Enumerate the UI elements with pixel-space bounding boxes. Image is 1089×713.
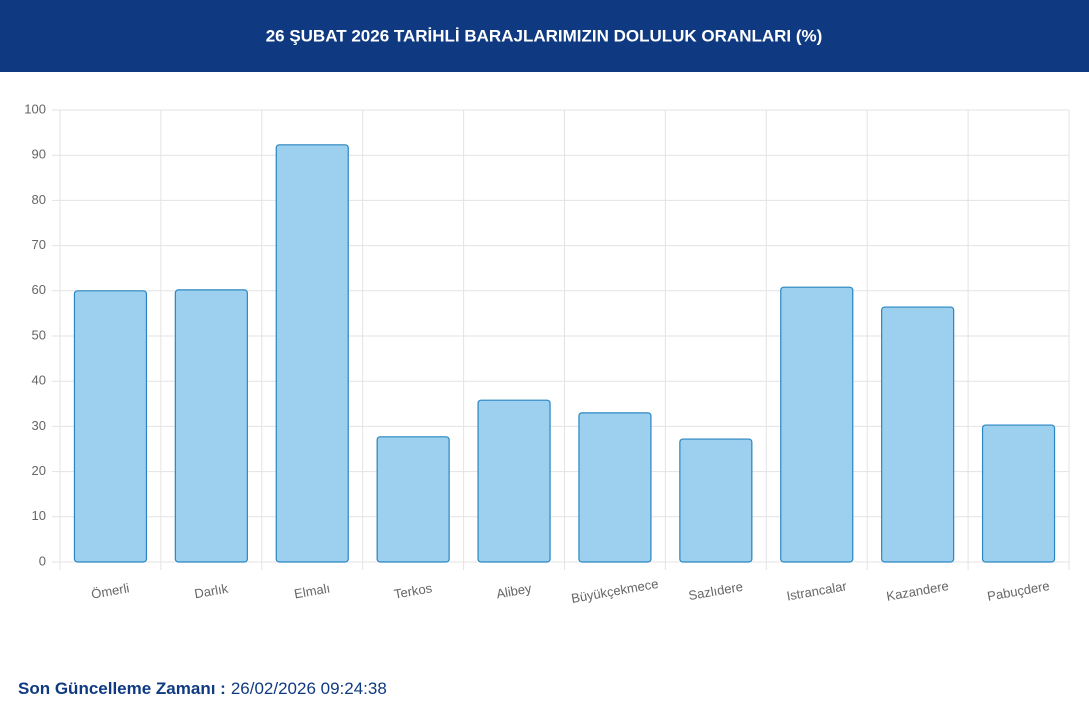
bar <box>376 436 450 563</box>
x-tick-label: Alibey <box>495 580 533 601</box>
y-tick-label: 100 <box>24 101 46 116</box>
y-tick-label: 90 <box>32 147 46 162</box>
x-tick-label: Pabuçdere <box>986 578 1051 604</box>
bar <box>981 424 1056 563</box>
y-tick-label: 20 <box>32 463 46 478</box>
y-tick-label: 50 <box>32 327 46 342</box>
y-tick-label: 70 <box>32 237 46 252</box>
y-tick-label: 60 <box>32 282 46 297</box>
x-tick-label: Terkos <box>393 580 434 602</box>
bar <box>679 438 753 563</box>
x-tick-label: Darlık <box>193 581 230 602</box>
x-tick-label: Sazlıdere <box>687 579 744 603</box>
header-bar <box>0 0 1089 72</box>
x-tick-label: Elmalı <box>293 580 331 601</box>
footer: Son Güncelleme Zamanı : 26/02/2026 09:24:… <box>18 679 387 698</box>
bar <box>881 306 955 563</box>
bar <box>275 144 349 563</box>
bar <box>477 399 551 563</box>
bar <box>174 289 248 563</box>
x-tick-label: Kazandere <box>885 578 950 604</box>
footer-value: 26/02/2026 09:24:38 <box>231 679 387 698</box>
x-tick-label: Ömerli <box>90 580 130 601</box>
bar <box>578 412 652 563</box>
bar <box>780 286 854 563</box>
footer-label: Son Güncelleme Zamanı : <box>18 679 226 698</box>
y-tick-label: 0 <box>39 553 46 568</box>
y-tick-label: 40 <box>32 373 46 388</box>
bar <box>73 290 148 563</box>
y-tick-label: 80 <box>32 192 46 207</box>
y-tick-label: 10 <box>32 508 46 523</box>
chart-title: 26 ŞUBAT 2026 TARİHLİ BARAJLARIMIZIN DOL… <box>266 26 823 45</box>
x-tick-label: Büyükçekmece <box>570 576 659 606</box>
y-tick-label: 30 <box>32 418 46 433</box>
x-tick-label: Istrancalar <box>785 578 848 603</box>
